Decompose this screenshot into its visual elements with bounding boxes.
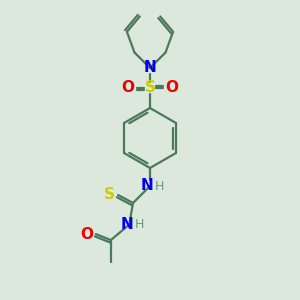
Text: N: N bbox=[121, 217, 134, 232]
Text: N: N bbox=[144, 61, 156, 76]
Text: O: O bbox=[122, 80, 134, 95]
Text: H: H bbox=[134, 218, 144, 231]
Text: O: O bbox=[166, 80, 178, 95]
Text: O: O bbox=[80, 226, 93, 242]
Text: H: H bbox=[154, 179, 164, 193]
Text: N: N bbox=[141, 178, 153, 194]
Text: S: S bbox=[145, 80, 155, 95]
Text: S: S bbox=[103, 188, 115, 202]
